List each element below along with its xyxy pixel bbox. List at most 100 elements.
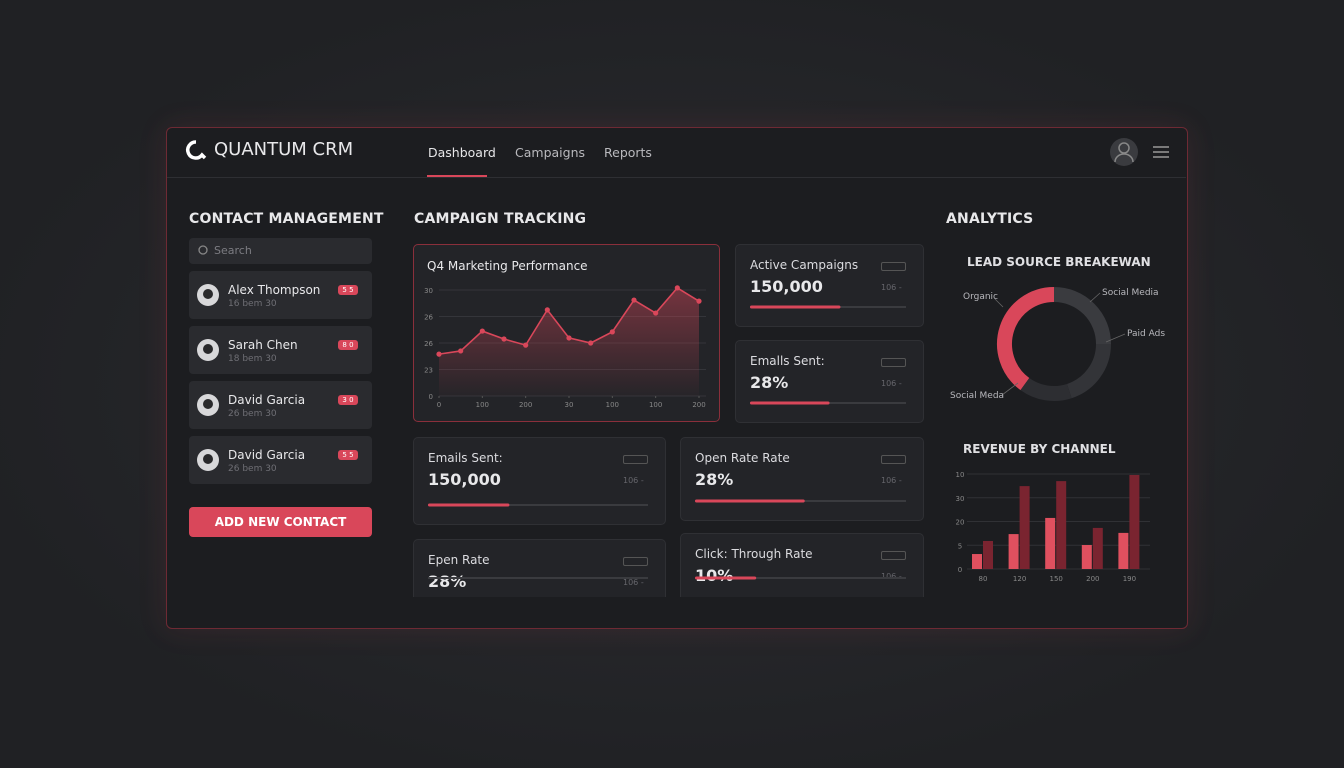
avatar-head [1118,142,1130,154]
y-tick-label: 0 [429,393,433,401]
metric-value: 150,000 [750,277,823,296]
donut-title: LEAD SOURCE BREAKEWAN [967,255,1151,269]
contact-avatar-face [203,399,213,409]
contact-row[interactable] [189,271,372,319]
metric-chip [881,262,906,271]
progress-fill [750,401,830,405]
metric-label: Emails Sent: [428,451,503,465]
metric-card [735,244,924,327]
metric-card [735,340,924,423]
y-tick-label: 10 [956,471,965,479]
donut-label: Paid Ads [1127,329,1165,339]
contact-row[interactable] [189,436,372,484]
x-tick-label: 100 [606,401,619,409]
nav-item[interactable]: Campaigns [515,145,586,160]
metric-meta: 106 - [881,476,902,485]
point [458,348,464,354]
metric-chip [623,455,648,464]
donut-segment [1020,377,1072,401]
bar [983,540,993,569]
metric-meta: 106 - [881,283,902,292]
metric-chip [881,551,906,560]
metric-chip [623,557,648,566]
section-title: CONTACT MANAGEMENT [189,211,384,227]
donut-segment [1066,343,1111,399]
x-tick-label: 120 [1013,575,1026,583]
metric-meta: 106 - [881,379,902,388]
y-tick-label: 23 [424,367,433,375]
x-tick-label: 190 [1123,575,1136,583]
bar [1019,486,1030,569]
contact-badge: 3 0 [338,395,358,405]
contact-sub: 16 bem 30 [228,299,277,309]
metric-value: 28% [428,572,467,591]
point [609,329,615,335]
metric-label: Emalls Sent: [750,354,825,368]
point [436,351,442,357]
search-box[interactable] [189,238,372,264]
metric-meta: 106 - [623,578,644,587]
point [479,328,485,334]
metric-meta: 106 - [623,476,644,485]
point [696,298,702,304]
y-tick-label: 30 [956,495,965,503]
contact-name: Sarah Chen [228,338,298,352]
contact-row[interactable] [189,381,372,429]
donut-label: Organic [963,292,998,302]
leader-line [1105,333,1126,343]
logo [186,140,207,160]
x-tick-label: 80 [979,575,988,583]
metric-chip [881,358,906,367]
leader-line [1089,292,1101,303]
bar [1056,481,1067,569]
contact-sub: 18 bem 30 [228,354,277,364]
metric-label: Click: Through Rate [695,547,813,561]
point [566,335,572,341]
x-tick-label: 200 [1086,575,1099,583]
donut-segment [997,287,1055,391]
nav-underline [427,175,487,178]
bar [1008,534,1019,569]
contact-name: David Garcia [228,448,306,462]
metric-card [680,533,924,597]
bar [1081,545,1092,569]
bar [972,554,982,569]
search-placeholder: Search [214,244,252,257]
contact-sub: 26 bem 30 [228,464,277,474]
nav-item[interactable]: Dashboard [428,145,496,160]
x-tick-label: 0 [437,401,441,409]
contact-avatar-face [203,344,213,354]
metric-card [680,437,924,521]
progress-fill [695,576,757,580]
chart-title: Q4 Marketing Performance [427,259,588,273]
contact-avatar-face [203,454,213,464]
nav-item[interactable]: Reports [604,145,652,160]
x-tick-label: 30 [565,401,574,409]
x-tick-label: 100 [649,401,662,409]
point [523,342,529,348]
add-contact-button[interactable]: ADD NEW CONTACT [189,507,372,537]
metric-value: 28% [750,373,789,392]
y-tick-label: 30 [424,287,433,295]
bar [1045,517,1056,569]
contact-sub: 26 bem 30 [228,409,277,419]
bars-title: REVENUE BY CHANNEL [963,442,1116,456]
progress-fill [750,305,841,309]
contact-badge: 8 0 [338,340,358,350]
x-tick-label: 200 [519,401,532,409]
point [501,336,507,342]
metric-card [413,539,666,597]
metric-chip [881,455,906,464]
metric-label: Open Rate Rate [695,451,790,465]
contact-row[interactable] [189,326,372,374]
metric-meta: 106 - [881,572,902,581]
contact-name: Alex Thompson [228,283,321,297]
metric-card [413,437,666,525]
bar [1129,474,1140,569]
contact-name: David Garcia [228,393,306,407]
area [439,287,699,396]
y-tick-label: 26 [424,314,433,322]
metric-value: 28% [695,470,734,489]
section-title: CAMPAIGN TRACKING [414,211,587,227]
